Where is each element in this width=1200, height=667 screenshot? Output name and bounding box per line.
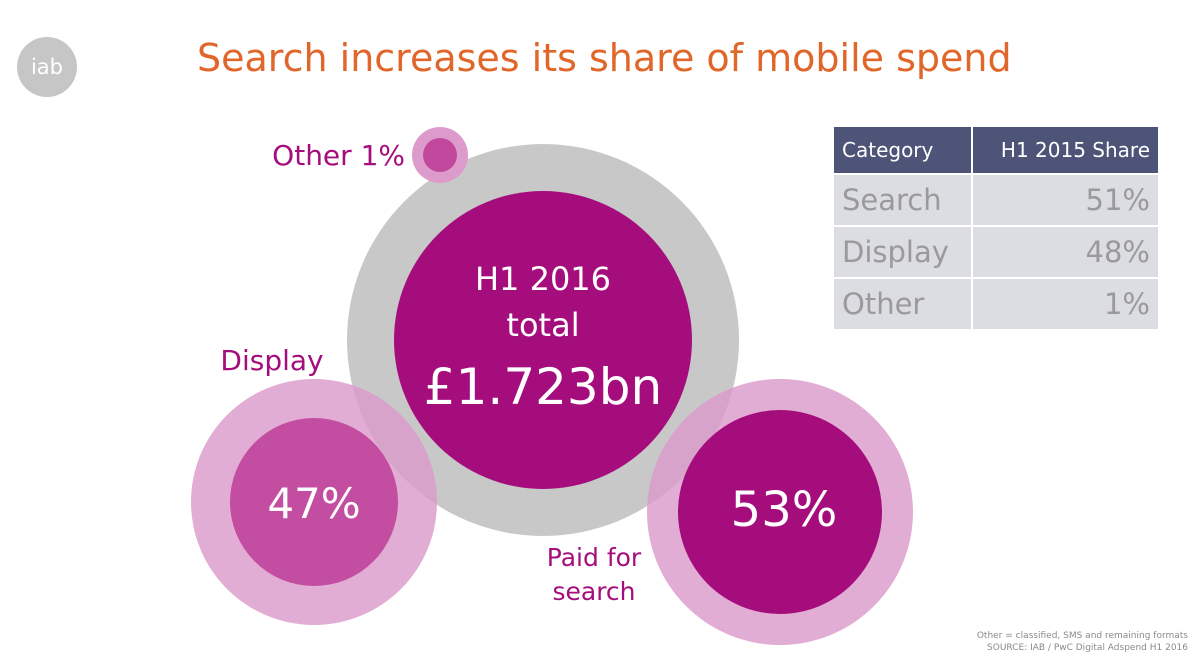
total-bubble	[394, 191, 692, 489]
table-header-share: H1 2015 Share	[1000, 138, 1150, 162]
logo-text: iab	[30, 55, 64, 79]
table-cell-category: Other	[834, 277, 974, 329]
footnote-source: SOURCE: IAB / PwC Digital Adspend H1 201…	[987, 643, 1188, 653]
table-cell-category: Search	[834, 173, 974, 226]
table-row: Other 1%	[834, 277, 1158, 329]
center-label-line1: H1 2016	[475, 260, 611, 298]
other-inner-bubble	[423, 138, 457, 172]
table-header-category: Category	[834, 127, 974, 174]
center-label-line2: total	[506, 306, 579, 344]
iab-logo: iab	[17, 37, 77, 97]
search-category-label-line1: Paid for	[547, 543, 642, 572]
table-row: Search 51%	[834, 173, 1158, 226]
table-row: Display 48%	[834, 225, 1158, 278]
page-title: Search increases its share of mobile spe…	[197, 36, 1012, 80]
footnote: Other = classified, SMS and remaining fo…	[977, 630, 1188, 654]
table-cell-share: 1%	[972, 277, 1158, 329]
table-cell-share: 48%	[972, 225, 1158, 278]
footnote-definition: Other = classified, SMS and remaining fo…	[976, 631, 1188, 641]
display-value-label: 47%	[267, 479, 360, 528]
share-table: Category H1 2015 Share Search 51% Displa…	[834, 127, 1158, 329]
display-category-label: Display	[220, 344, 323, 377]
search-value-label: 53%	[731, 482, 838, 538]
table-cell-share: 51%	[972, 173, 1158, 226]
other-category-label: Other 1%	[272, 139, 405, 172]
table-header-row: Category H1 2015 Share	[834, 127, 1158, 174]
table-cell-category: Display	[834, 225, 974, 278]
search-category-label-line2: search	[552, 577, 635, 606]
display-inner-bubble	[230, 418, 398, 586]
center-total-value: £1.723bn	[424, 358, 662, 416]
search-inner-bubble	[678, 410, 882, 614]
